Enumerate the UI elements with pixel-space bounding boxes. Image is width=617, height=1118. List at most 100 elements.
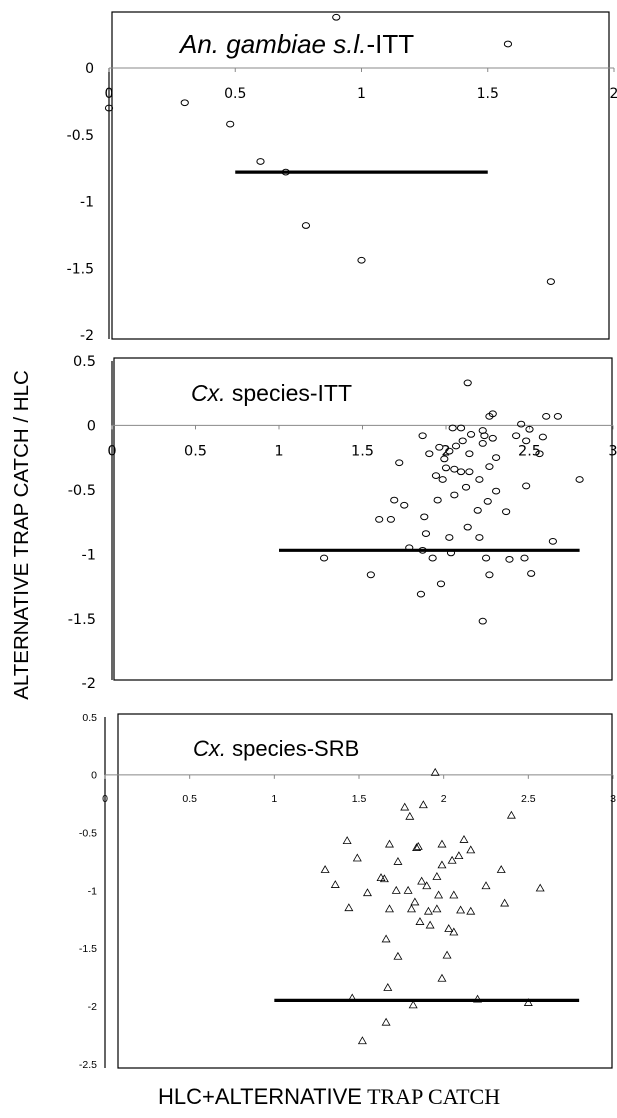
x-tick-label: 0.5 xyxy=(182,793,197,805)
data-point xyxy=(330,880,340,888)
data-point xyxy=(512,432,521,440)
data-point xyxy=(445,447,454,455)
y-axis-label-wrapper: ALTERNATIVE TRAP CATCH / HLC xyxy=(2,325,42,745)
data-point xyxy=(488,434,497,442)
data-point xyxy=(437,839,447,848)
data-point xyxy=(418,546,427,554)
data-point xyxy=(436,580,446,588)
data-point xyxy=(485,571,494,579)
y-tick-label: -2.5 xyxy=(79,1059,97,1071)
data-point xyxy=(538,433,547,441)
x-tick-label: 2 xyxy=(610,86,617,102)
data-point xyxy=(523,998,533,1006)
data-point xyxy=(319,554,329,562)
y-tick-label: 0 xyxy=(87,419,96,435)
data-point xyxy=(393,856,403,865)
data-point xyxy=(456,905,466,914)
data-point xyxy=(433,496,442,504)
x-tick-label: 0 xyxy=(107,443,116,459)
data-point xyxy=(408,1000,418,1009)
data-point xyxy=(400,501,409,509)
data-point xyxy=(342,836,352,845)
data-point xyxy=(475,476,484,483)
y-tick-label: -2 xyxy=(80,328,94,344)
data-point xyxy=(546,278,555,285)
x-axis-label-part-2: TRAP CATCH xyxy=(361,1084,501,1109)
data-point xyxy=(415,917,425,925)
data-point xyxy=(430,767,440,776)
data-point xyxy=(425,920,435,929)
data-point xyxy=(465,468,474,476)
plot-frame xyxy=(113,357,613,681)
data-point xyxy=(412,843,422,851)
x-tick-label: 1 xyxy=(271,793,277,805)
data-point xyxy=(428,554,437,562)
data-point xyxy=(466,431,476,438)
x-axis-label-part-1: HLC+ALTERNATIVE xyxy=(158,1084,362,1109)
data-point xyxy=(449,890,459,899)
data-point xyxy=(425,450,434,458)
data-point xyxy=(478,440,487,447)
data-point xyxy=(431,472,441,480)
data-point xyxy=(416,590,426,598)
data-point xyxy=(417,876,427,885)
data-point xyxy=(403,885,413,894)
y-tick-label: 0.5 xyxy=(82,712,97,724)
data-point xyxy=(483,498,492,505)
data-point xyxy=(459,835,469,843)
y-tick-label: -1.5 xyxy=(67,261,94,277)
data-point xyxy=(104,104,114,112)
x-tick-label: 2.5 xyxy=(518,443,541,459)
y-tick-label: -0.5 xyxy=(79,827,97,839)
x-tick-label: 0 xyxy=(105,86,114,102)
data-point xyxy=(437,973,447,982)
data-point xyxy=(410,897,420,906)
data-point xyxy=(503,40,513,48)
data-point xyxy=(386,516,395,523)
y-tick-label: -1 xyxy=(88,885,97,897)
data-point xyxy=(256,158,265,165)
data-point xyxy=(390,496,399,504)
data-point xyxy=(437,860,447,869)
data-point xyxy=(381,934,391,943)
data-point xyxy=(478,617,487,625)
data-point xyxy=(375,516,384,523)
chart-panel-2: 0 0.5 1 1.5 2 2.5 30.50-0.5-1-1.5-2Cx. species… xyxy=(68,354,617,692)
data-point xyxy=(301,222,311,229)
chart-panel-3: 0 0.5 1 1.5 2 2.5 3 0.5 0 -0.5 -1 -1.5 -2 -2.5 Cx. spe… xyxy=(79,712,616,1071)
data-point xyxy=(449,927,459,936)
data-point xyxy=(281,168,290,176)
data-point xyxy=(485,463,494,470)
data-point xyxy=(473,507,482,514)
y-tick-label: 0 xyxy=(85,61,94,77)
data-point xyxy=(535,450,544,458)
data-point xyxy=(418,432,427,440)
data-point xyxy=(451,442,461,450)
chart-title-rest: species-ITT xyxy=(226,380,353,406)
data-point xyxy=(450,491,459,499)
y-tick-label: -1.5 xyxy=(79,943,97,955)
data-point xyxy=(522,437,531,445)
data-point xyxy=(466,906,476,915)
data-point xyxy=(481,881,491,890)
x-tick-label: 2.5 xyxy=(521,793,536,805)
x-tick-label: 1.5 xyxy=(351,443,374,459)
data-point xyxy=(440,455,449,463)
data-point xyxy=(553,413,562,420)
x-tick-label: 3 xyxy=(608,443,617,459)
chart-title-italic: An. gambiae s.l. xyxy=(178,29,366,59)
data-point xyxy=(420,513,429,521)
data-point xyxy=(357,1036,367,1045)
data-point xyxy=(422,881,432,890)
data-point xyxy=(542,413,551,420)
data-point xyxy=(496,865,506,873)
chart-title: Cx. species-ITT xyxy=(191,380,352,406)
data-point xyxy=(522,482,531,490)
data-point xyxy=(500,898,510,907)
data-point xyxy=(454,851,464,860)
data-point xyxy=(435,443,444,451)
data-point xyxy=(383,983,393,991)
data-point xyxy=(384,904,394,913)
y-axis-label: ALTERNATIVE TRAP CATCH / HLC xyxy=(10,370,33,700)
data-point xyxy=(320,865,330,873)
